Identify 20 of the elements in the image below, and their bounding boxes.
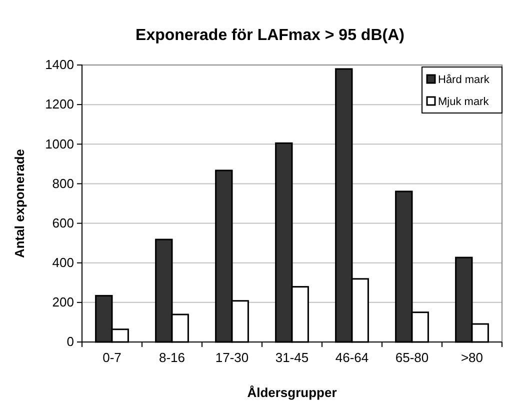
x-tick-label: 46-64: [335, 350, 369, 365]
y-tick-label: 1000: [45, 136, 74, 152]
x-axis-title: Åldersgrupper: [247, 385, 337, 400]
y-tick-label: 0: [66, 334, 74, 350]
x-tick-label: 17-30: [215, 350, 249, 365]
x-tick-label: >80: [460, 350, 484, 365]
legend-label: Mjuk mark: [438, 96, 490, 108]
y-tick-label: 400: [52, 255, 74, 270]
legend-label: Hård mark: [438, 74, 490, 86]
x-tick-label: 31-45: [275, 350, 309, 365]
x-tick-label: 8-16: [158, 350, 186, 365]
x-tick-label: 0-7: [102, 350, 122, 365]
y-tick-label: 1200: [45, 96, 74, 112]
chart-title: Exponerade för LAFmax > 95 dB(A): [136, 27, 404, 44]
x-tick-label: 65-80: [395, 350, 429, 365]
y-tick-label: 600: [52, 215, 74, 230]
y-tick-label: 200: [52, 294, 74, 310]
y-axis-title: Antal exponerade: [12, 148, 27, 258]
y-tick-label: 1400: [45, 57, 74, 72]
y-tick-label: 800: [52, 176, 74, 191]
